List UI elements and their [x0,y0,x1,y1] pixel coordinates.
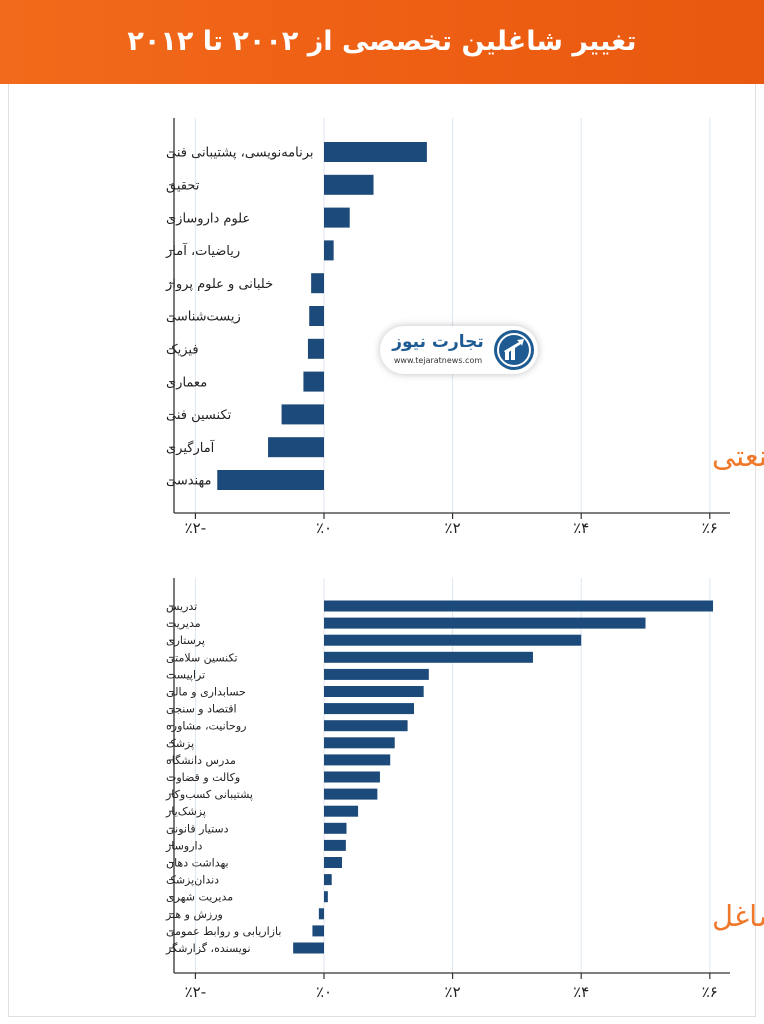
chart2-bar [324,651,533,663]
chart1-x-tick-label: ٪۰ [316,519,332,537]
chart2-category-label: تدریس [166,600,197,613]
chart1-x-tick-label: ٪۲- [185,519,207,537]
chart2-bar [324,720,408,732]
chart2-x-tick-label: ٪۲- [185,983,207,1001]
logo-url: www.tejaratnews.com [393,356,483,365]
chart2-category-label: مدرس دانشگاه [166,754,236,767]
logo-name: تجارت نیوز [392,332,484,352]
chart2-x-tick-label: ٪۴ [573,983,589,1001]
chart-frame [8,84,756,1017]
chart2-category-label: بهداشت دهان [166,856,229,869]
chart2-bar [324,686,424,697]
chart2-bar [293,942,324,954]
chart1-category-label: خلبانی و علوم پرواز [165,277,273,292]
chart2-category-label: پزشک [166,737,194,750]
chart1-category-label: برنامه‌نویسی، پشتیبانی فنی [166,146,314,161]
chart1-x-tick-label: ٪۴ [573,519,589,537]
chart2-category-label: ورزش و هنر [165,908,223,921]
chart1-category-label: زیست‌شناسی [166,310,241,325]
tejaratnews-logo: تجارت نیوز www.tejaratnews.com [380,326,538,374]
chart2-category-label: وکالت و قضاوت [166,771,240,784]
chart1-bar [324,174,374,195]
chart2-category-label: مدیریت شهری [166,891,233,904]
chart2-category-label: حسابداری و مالی [166,685,246,698]
chart2-category-label: پزشک‌یار [165,805,206,818]
chart2-x-tick-label: ٪۲ [445,983,461,1001]
arrow-chart-icon [494,330,534,370]
chart2-bar [324,891,328,903]
chart2-category-label: مدیریت [166,617,201,630]
chart2-category-label: نویسنده، گزارشگر [165,942,251,955]
chart2-bar [324,668,429,680]
chart2-x-tick-label: ٪۰ [316,983,332,1001]
page-title: تغییر شاغلین تخصصی از ۲۰۰۲ تا ۲۰۱۲ [127,26,637,57]
chart1-category-label: تحقیق [166,178,200,193]
chart2-category-label: پرستاری [166,634,205,647]
chart2-title: دیگر مشاغل [712,899,764,933]
chart2-category-label: اقتصاد و سنجی [166,703,237,716]
chart2-bar [324,703,415,715]
chart2-bar [324,737,395,749]
chart1-category-label: ریاضیات، آمار [165,242,240,259]
chart2-category-label: دستیار قانونی [166,822,229,835]
chart2-category-label: داروساز [165,839,203,852]
chart2-category-label: تراپیست [166,668,205,681]
chart2-bar [324,874,332,886]
chart1-category-label: علوم داروسازی [166,211,250,226]
chart2-category-label: دندان‌پزشک [166,874,219,887]
chart1-bar [309,306,324,326]
chart1-bar [268,437,324,458]
chart2-bar [312,925,324,937]
chart2-bar [324,634,582,646]
chart2-bar [324,600,714,612]
chart1-bar [303,371,324,392]
chart2-bar [324,617,646,629]
chart2-bar [324,839,346,851]
chart1-bar [281,404,324,425]
chart2-bar [324,788,378,800]
chart1-bar [307,338,324,359]
chart2-bar [324,857,343,868]
header-bar: تغییر شاغلین تخصصی از ۲۰۰۲ تا ۲۰۱۲ [0,0,764,84]
chart1-bar [217,470,324,490]
chart2-bar [324,771,380,783]
chart1-bar [324,142,427,162]
chart1-x-tick-label: ٪۲ [445,519,461,537]
chart2-category-label: روحانیت، مشاوره [166,720,246,733]
chart1-x-tick-label: ٪۶ [702,519,718,537]
chart1-bar [324,207,350,228]
chart1-bar [324,240,334,261]
chart2-x-tick-label: ٪۶ [702,983,718,1001]
chart2-bar [324,822,347,834]
chart2-category-label: پشتیبانی کسب‌وکار [165,788,253,801]
chart1-category-label: آمارگیری [166,439,216,456]
chart2-bar [318,908,324,920]
chart2-bar [324,805,359,817]
chart1-bar [311,273,324,294]
chart2-category-label: بازاریابی و روابط عمومی [166,925,281,938]
chart1-category-label: مهندسی [166,474,211,489]
chart1-title: مشاغل علمی صنعتی [712,439,764,473]
chart2-bar [324,754,391,766]
chart1-category-label: فیزیک [166,342,199,357]
chart1-category-label: تکنسین فنی [166,408,232,423]
chart1-category-label: معماری [166,375,207,390]
chart2-category-label: تکنسین سلامتی [166,651,238,664]
